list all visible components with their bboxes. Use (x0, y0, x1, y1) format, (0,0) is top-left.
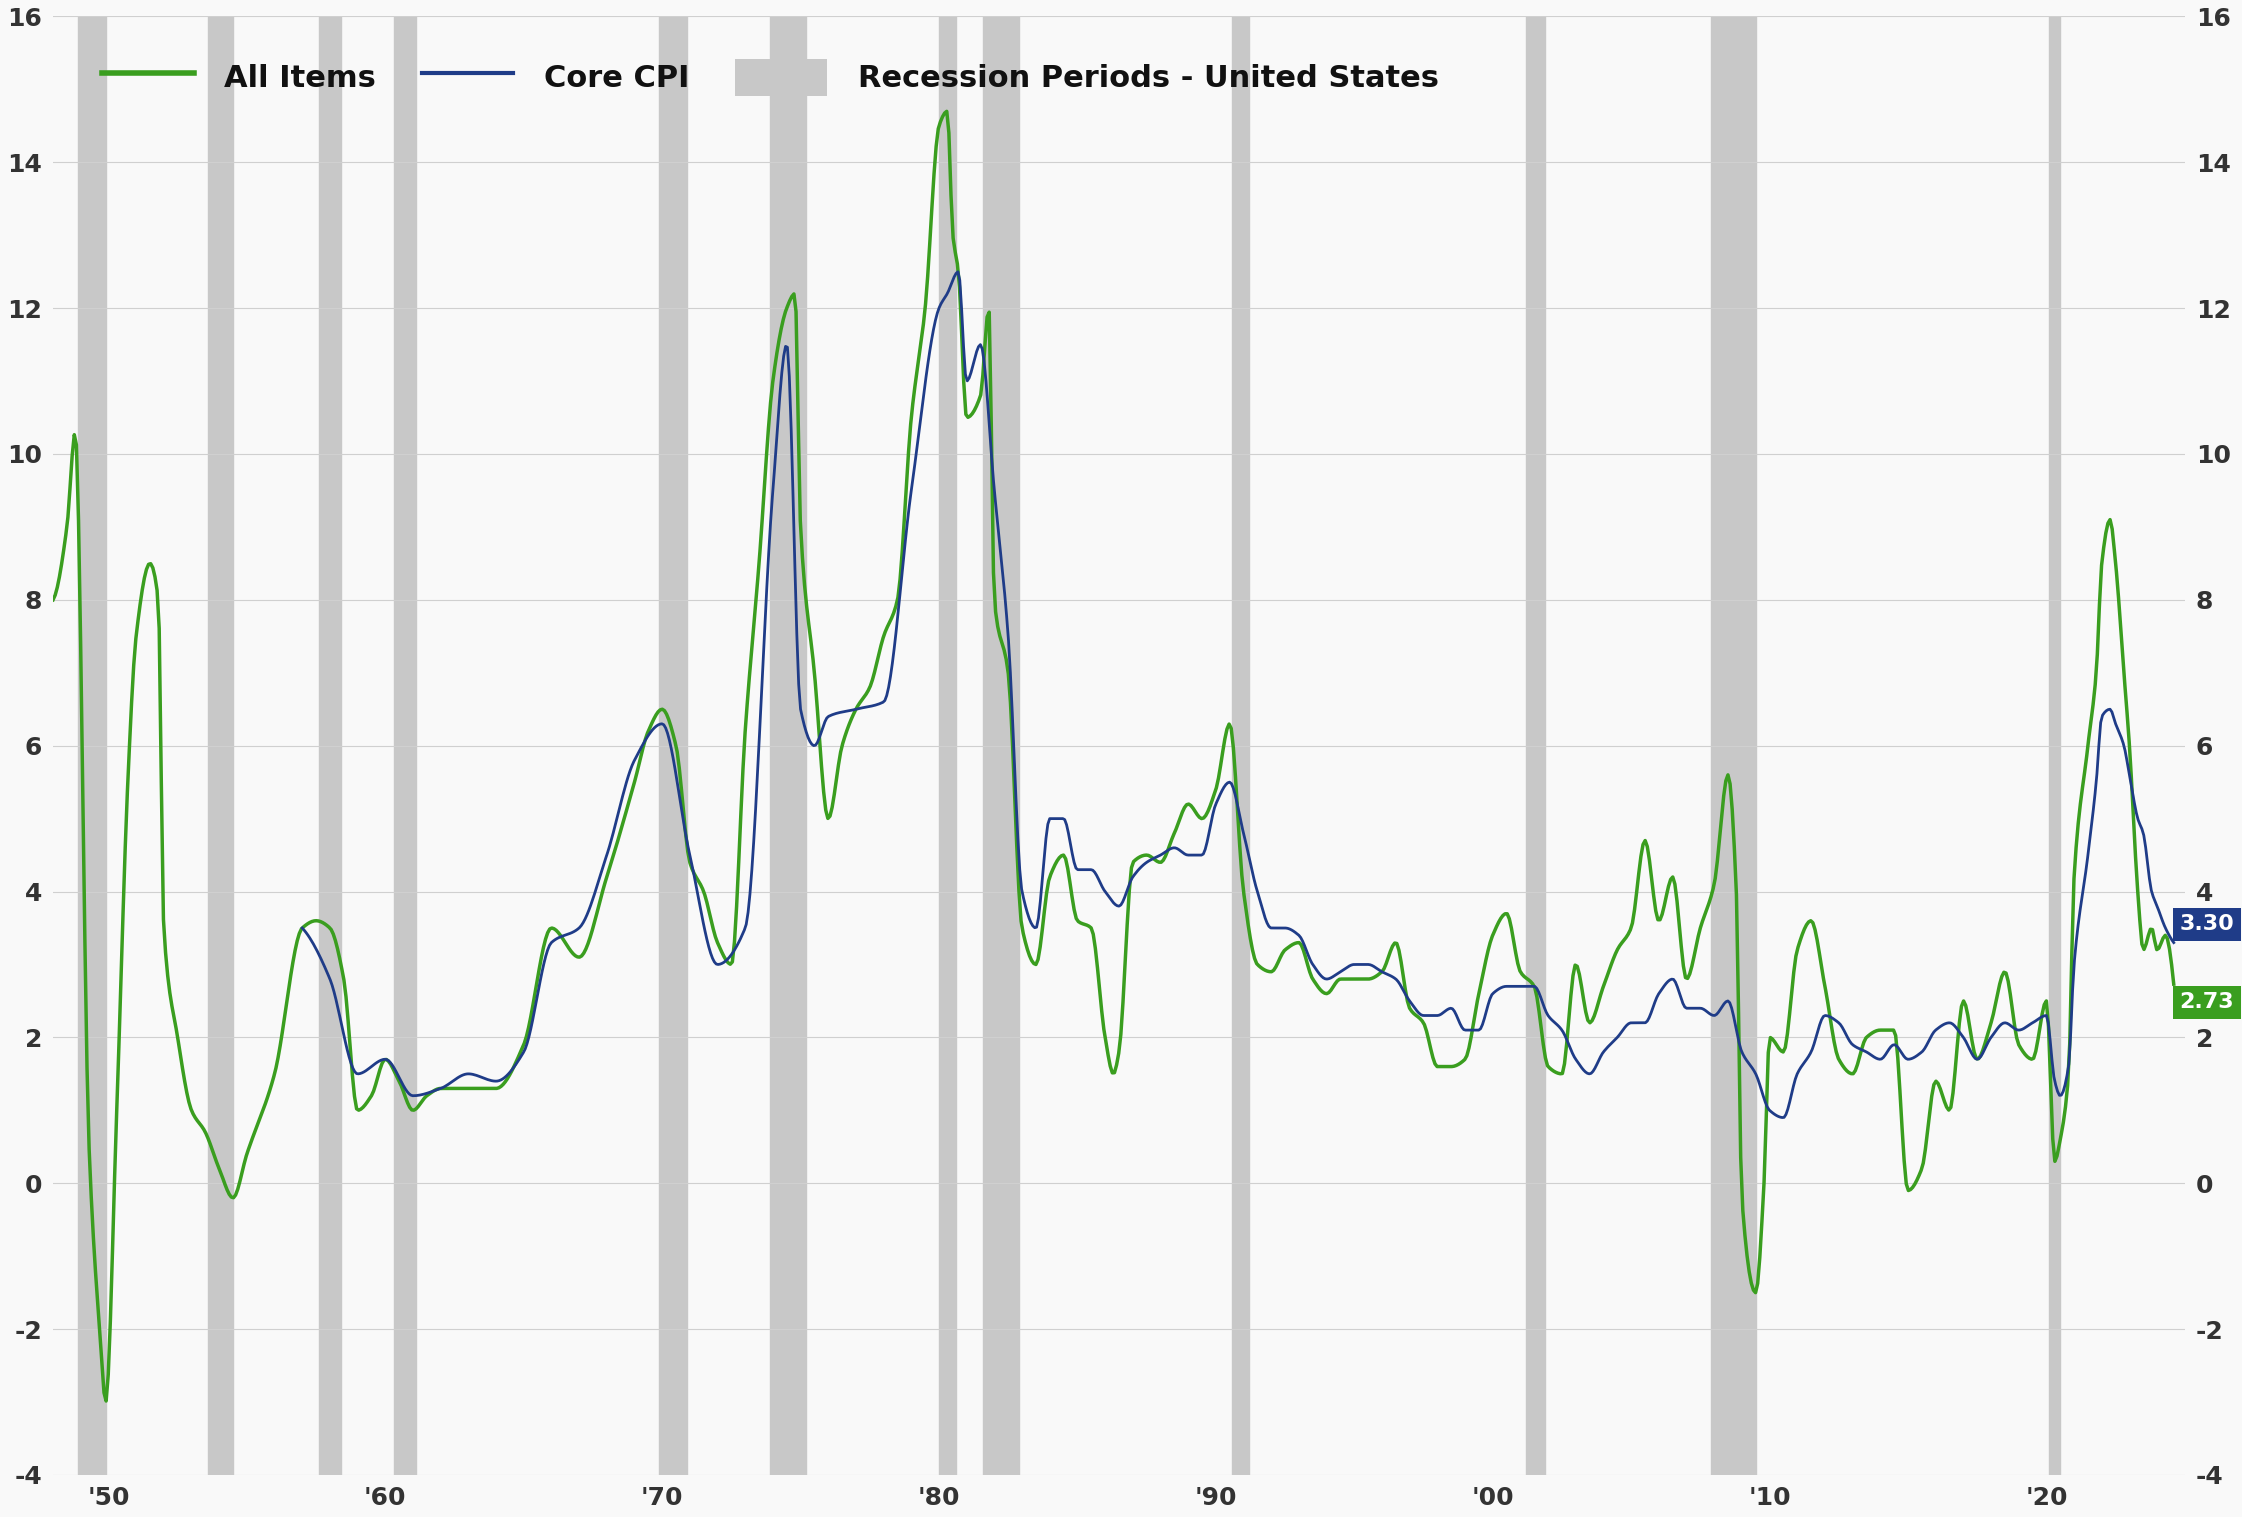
Core CPI (480, 1073, 507, 1091)
Core CPI (1769, 1109, 1796, 1127)
Core CPI (1751, 1088, 1778, 1106)
Core CPI (1576, 1065, 1603, 1083)
All Items (258, 1076, 285, 1094)
Core CPI (1114, 878, 1141, 897)
Bar (2049, 17, 2060, 1475)
Core CPI (1047, 810, 1074, 828)
Bar (1233, 17, 1249, 1475)
Core CPI (1785, 1062, 1812, 1080)
All Items (1735, 1262, 1762, 1280)
Text: 2.73: 2.73 (2179, 992, 2233, 1012)
Line: Core CPI: Core CPI (303, 272, 2175, 1118)
Bar (1711, 17, 1755, 1475)
Bar (939, 17, 955, 1475)
All Items (40, 590, 67, 608)
Bar (395, 17, 415, 1475)
Bar (659, 17, 686, 1475)
All Items (978, 419, 1004, 437)
Core CPI (2161, 933, 2188, 951)
All Items (92, 1393, 119, 1411)
Legend: All Items, Core CPI, Recession Periods - United States: All Items, Core CPI, Recession Periods -… (90, 47, 1451, 108)
Bar (769, 17, 807, 1475)
Bar (984, 17, 1020, 1475)
All Items (899, 394, 926, 413)
All Items (1500, 931, 1527, 950)
Bar (318, 17, 341, 1475)
All Items (933, 102, 960, 120)
All Items (2161, 975, 2188, 994)
Line: All Items: All Items (54, 111, 2175, 1402)
Bar (78, 17, 105, 1475)
All Items (1697, 887, 1724, 906)
Bar (1527, 17, 1545, 1475)
Bar (209, 17, 233, 1475)
Core CPI (289, 919, 316, 938)
Core CPI (944, 262, 971, 281)
Text: 3.30: 3.30 (2179, 915, 2233, 934)
